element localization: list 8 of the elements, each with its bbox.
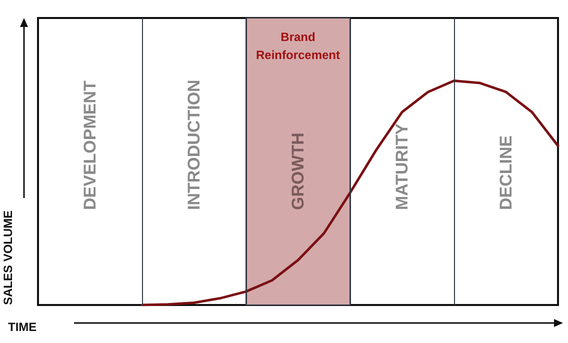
y-axis-title: SALES VOLUME xyxy=(1,210,15,305)
x-tick-label: DECLINE xyxy=(496,135,516,210)
x-tick-label: INTRODUCTION xyxy=(184,80,204,210)
x-tick-label: DEVELOPMENT xyxy=(80,80,100,210)
x-axis-title: TIME xyxy=(8,320,37,334)
x-tick-label: MATURITY xyxy=(392,122,412,210)
text: Brand Reinforcement xyxy=(256,30,340,62)
x-tick-label: GROWTH xyxy=(288,132,308,210)
